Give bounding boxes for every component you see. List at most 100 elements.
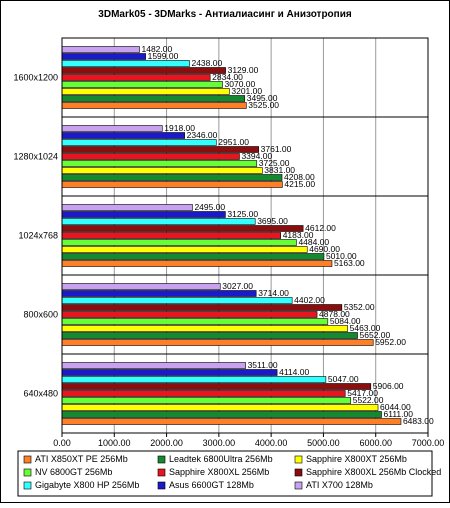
bar — [61, 290, 257, 297]
bar — [61, 174, 283, 181]
data-label: 3129.00 — [228, 65, 259, 75]
plot-frame — [61, 37, 429, 434]
bar — [61, 383, 372, 390]
category-label: 640x480 — [23, 389, 58, 399]
bar — [61, 297, 293, 304]
data-label: 5010.00 — [326, 251, 357, 261]
bar — [61, 88, 230, 95]
category-label: 1024x768 — [18, 231, 58, 241]
legend-label: NV 6800GT 256Mb — [35, 467, 112, 477]
data-label: 3511.00 — [248, 360, 278, 370]
bar — [61, 146, 259, 153]
legend-label: Leadtek 6800Ultra 256Mb — [169, 454, 273, 464]
data-label: 3070.00 — [225, 79, 256, 89]
bar — [61, 332, 358, 339]
bar — [61, 283, 221, 290]
data-label: 4612.00 — [305, 223, 336, 233]
data-label: 5352.00 — [344, 302, 375, 312]
bar — [61, 211, 226, 218]
data-label: 5522.00 — [353, 395, 384, 405]
category-label: 800x600 — [23, 310, 58, 320]
data-label: 4484.00 — [298, 237, 329, 247]
bar — [61, 369, 278, 376]
x-tick-label: 3000.00 — [203, 438, 236, 448]
legend-label: Gigabyte X800 HP 256Mb — [35, 480, 139, 490]
data-label: 2495.00 — [194, 202, 225, 212]
data-label: 6483.00 — [403, 416, 434, 426]
legend-swatch — [157, 468, 166, 477]
bar — [61, 95, 246, 102]
data-label: 3525.00 — [248, 100, 279, 110]
data-label: 3495.00 — [247, 93, 278, 103]
x-tick-label: 7000.00 — [412, 438, 445, 448]
chart-title: 3DMark05 - 3DMarks - Антиалиасинг и Аниз… — [98, 9, 352, 20]
data-label: 3695.00 — [257, 216, 288, 226]
legend: ATI X850XT PE 256Mb Leadtek 6800Ultra 256… — [17, 450, 441, 497]
x-tick-label: 2000.00 — [150, 438, 183, 448]
data-label: 5952.00 — [375, 337, 406, 347]
data-label: 4208.00 — [284, 172, 315, 182]
data-label: 1918.00 — [164, 123, 195, 133]
legend-swatch — [23, 468, 32, 477]
data-label: 3714.00 — [258, 288, 289, 298]
legend-label: ATI X850XT PE 256Mb — [35, 454, 128, 464]
bar — [61, 139, 217, 146]
data-label: 3201.00 — [231, 86, 262, 96]
data-label: 4402.00 — [294, 295, 325, 305]
bar — [61, 404, 379, 411]
data-label: 5652.00 — [360, 330, 391, 340]
data-label: 5417.00 — [347, 388, 378, 398]
data-label: 1599.00 — [148, 51, 179, 61]
bar — [61, 411, 382, 418]
data-label: 2438.00 — [191, 58, 222, 68]
bar — [61, 325, 348, 332]
x-tick-label: 1000.00 — [98, 438, 131, 448]
bar — [61, 253, 325, 260]
bar — [61, 181, 283, 188]
bar — [61, 260, 333, 267]
legend-label: Sapphire X800XL 256Mb Clocked — [306, 467, 441, 477]
bar — [61, 362, 246, 369]
bar — [61, 74, 211, 81]
data-label: 3831.00 — [264, 165, 295, 175]
x-tick-label: 5000.00 — [307, 438, 340, 448]
data-label: 6111.00 — [384, 409, 414, 419]
legend-swatch — [294, 481, 303, 490]
bar — [61, 160, 258, 167]
data-label: 3125.00 — [227, 209, 258, 219]
data-label: 2346.00 — [187, 130, 218, 140]
data-label: 6044.00 — [380, 402, 411, 412]
data-label: 3725.00 — [259, 158, 290, 168]
data-label: 4878.00 — [319, 309, 350, 319]
bar — [61, 232, 282, 239]
legend-label: Asus 6600GT 128Mb — [169, 480, 254, 490]
bar — [61, 132, 185, 139]
data-label: 5084.00 — [330, 316, 361, 326]
category-label: 1280x1024 — [13, 152, 58, 162]
legend-box — [17, 450, 433, 497]
bar — [61, 67, 226, 74]
category-label: 1600x1200 — [13, 73, 58, 83]
bar — [61, 397, 352, 404]
bar — [61, 304, 343, 311]
data-label: 4114.00 — [279, 367, 309, 377]
bar — [61, 376, 327, 383]
data-label: 3394.00 — [241, 151, 272, 161]
legend-label: Sapphire X800XT 256Mb — [306, 454, 407, 464]
data-label: 4690.00 — [309, 244, 340, 254]
bar — [61, 418, 402, 425]
x-tick-label: 6000.00 — [359, 438, 392, 448]
legend-label: Sapphire X800XL 256Mb — [169, 467, 269, 477]
data-label: 2834.00 — [212, 72, 243, 82]
x-tick-label: 0.00 — [53, 438, 71, 448]
legend-swatch — [23, 481, 32, 490]
data-label: 4183.00 — [283, 230, 314, 240]
data-label: 1482.00 — [141, 44, 172, 54]
bar — [61, 218, 256, 225]
x-tick-label: 4000.00 — [255, 438, 288, 448]
data-label: 5163.00 — [334, 258, 365, 268]
legend-swatch — [294, 455, 303, 464]
bar — [61, 311, 318, 318]
